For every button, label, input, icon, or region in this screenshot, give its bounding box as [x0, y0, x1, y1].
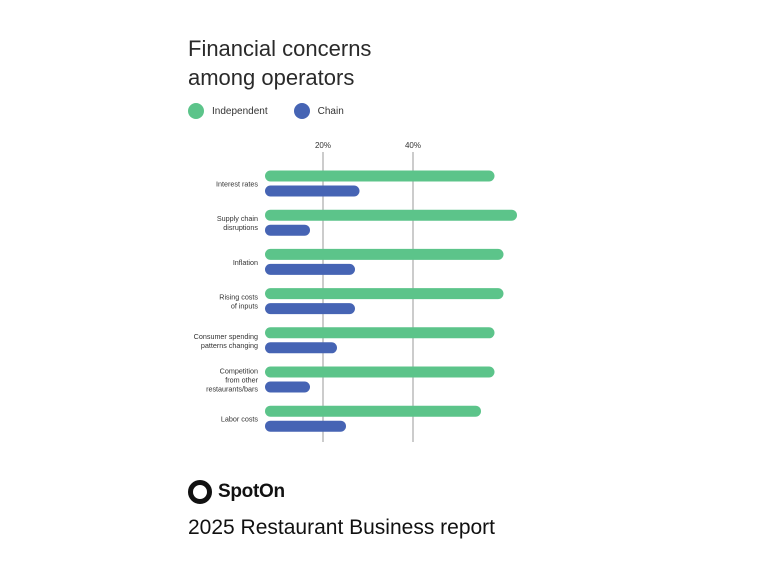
- brand-name: SpotOn: [218, 481, 285, 502]
- x-tick-label: 20%: [315, 141, 331, 150]
- brand: SpotOn: [188, 480, 285, 504]
- bar-independent-3: [265, 288, 504, 300]
- category-label: Competition from other restaurants/bars: [206, 367, 259, 394]
- legend-label-independent: Independent: [212, 105, 268, 117]
- category-label: Inflation: [233, 258, 258, 267]
- legend-item-chain: Chain: [293, 103, 344, 119]
- x-tick-label: 40%: [405, 141, 421, 150]
- category-label: Consumer spending patterns changing: [194, 332, 258, 350]
- category-label: Interest rates: [216, 180, 258, 189]
- legend-swatch-independent: [188, 103, 204, 119]
- category-label: Supply chain disruptions: [217, 214, 259, 232]
- legend: Independent Chain: [188, 103, 370, 119]
- bar-chain-3: [265, 303, 355, 315]
- bar-chain-4: [265, 342, 337, 354]
- chart-title-line-2: among operators: [188, 65, 355, 90]
- bar-chart: 20% 40% Interest rates Supply chain disrupti…: [194, 141, 517, 442]
- bar-independent-4: [265, 327, 495, 339]
- bar-chain-2: [265, 263, 355, 275]
- bar-independent-6: [265, 405, 481, 417]
- bar-chain-6: [265, 420, 346, 432]
- bar-chain-1: [265, 224, 310, 236]
- bar-chain-5: [265, 381, 310, 393]
- legend-swatch-chain: [293, 103, 310, 119]
- category-label: Labor costs: [221, 415, 259, 424]
- report-title: 2025 Restaurant Business report: [188, 516, 496, 539]
- legend-label-chain: Chain: [317, 105, 344, 117]
- bar-independent-0: [265, 170, 495, 182]
- chart-title: Financial concerns among operators: [188, 34, 371, 92]
- bar-independent-1: [265, 209, 517, 221]
- bar-independent-2: [265, 248, 504, 260]
- bar-independent-5: [265, 366, 495, 378]
- spoton-logo-icon: [188, 480, 212, 504]
- category-label: Rising costs of inputs: [219, 293, 258, 311]
- chart-title-line-1: Financial concerns: [188, 36, 372, 61]
- bar-chain-0: [265, 185, 360, 197]
- legend-item-independent: Independent: [188, 103, 268, 119]
